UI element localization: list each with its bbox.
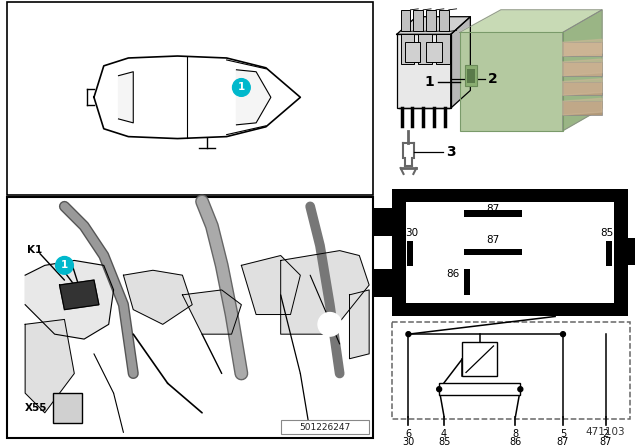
Polygon shape [563, 10, 602, 131]
Circle shape [318, 313, 342, 336]
Polygon shape [563, 79, 602, 95]
Text: 30: 30 [403, 437, 415, 448]
Polygon shape [281, 250, 369, 334]
Text: 85: 85 [438, 437, 451, 448]
Text: 87: 87 [600, 437, 612, 448]
Polygon shape [236, 70, 271, 125]
Circle shape [561, 332, 566, 336]
Polygon shape [182, 290, 241, 334]
Circle shape [145, 95, 151, 100]
Polygon shape [25, 260, 114, 339]
Bar [464, 211, 522, 217]
Bar [439, 10, 449, 31]
Polygon shape [241, 255, 300, 314]
Polygon shape [25, 319, 74, 413]
Polygon shape [397, 17, 470, 34]
Polygon shape [460, 10, 602, 32]
Bar [465, 65, 477, 86]
Polygon shape [60, 280, 99, 310]
Bar [374, 208, 392, 236]
Text: 5: 5 [560, 429, 566, 439]
Text: 87: 87 [486, 235, 500, 245]
Circle shape [406, 332, 411, 336]
Bar [392, 323, 630, 419]
Bar [460, 32, 563, 131]
Polygon shape [118, 72, 133, 123]
Text: 4: 4 [441, 429, 447, 439]
Text: K1: K1 [27, 245, 42, 254]
Bar [628, 238, 640, 265]
Polygon shape [451, 17, 470, 108]
Text: 471103: 471103 [585, 427, 625, 437]
Circle shape [436, 387, 442, 392]
Bar [464, 249, 522, 255]
Bar [439, 383, 520, 395]
Text: 86: 86 [447, 269, 460, 279]
Polygon shape [94, 56, 300, 138]
Text: 1: 1 [424, 74, 434, 89]
Bar [413, 10, 423, 31]
Bar [464, 269, 470, 295]
Bar [401, 10, 410, 31]
Text: 6: 6 [405, 429, 412, 439]
Bar [8, 197, 373, 438]
Bar [281, 420, 369, 435]
Circle shape [232, 79, 250, 96]
Text: 2: 2 [603, 429, 609, 439]
Bar [563, 101, 602, 115]
Polygon shape [124, 270, 192, 324]
Text: 1: 1 [61, 260, 68, 270]
Circle shape [518, 387, 523, 392]
Text: X55: X55 [25, 403, 47, 413]
Text: 8: 8 [513, 429, 518, 439]
Text: 85: 85 [600, 228, 614, 237]
Bar [462, 342, 497, 376]
Bar [408, 241, 413, 266]
Bar [8, 2, 373, 194]
Bar [419, 34, 432, 64]
Bar [563, 42, 602, 56]
Text: 501226247: 501226247 [300, 423, 351, 432]
Text: 3: 3 [446, 145, 456, 159]
Bar [392, 189, 628, 316]
Polygon shape [563, 39, 602, 56]
Bar [52, 393, 82, 422]
Bar [426, 10, 436, 31]
Polygon shape [563, 59, 602, 76]
Polygon shape [349, 290, 369, 359]
Bar [563, 82, 602, 95]
Text: 1: 1 [237, 82, 245, 92]
Bar [397, 34, 451, 108]
Text: 30: 30 [406, 228, 419, 237]
Bar [606, 241, 612, 266]
Bar [374, 269, 392, 297]
Bar [460, 32, 563, 131]
Bar [563, 62, 602, 76]
Bar [436, 34, 450, 64]
Bar [406, 202, 614, 303]
Bar [401, 34, 414, 64]
Text: 2: 2 [488, 72, 498, 86]
Bar [404, 42, 420, 62]
Text: 87: 87 [486, 204, 500, 215]
Circle shape [56, 257, 74, 274]
Text: 86: 86 [509, 437, 522, 448]
Bar [426, 42, 442, 62]
Text: 87: 87 [557, 437, 569, 448]
Polygon shape [563, 98, 602, 115]
Bar [467, 69, 476, 82]
